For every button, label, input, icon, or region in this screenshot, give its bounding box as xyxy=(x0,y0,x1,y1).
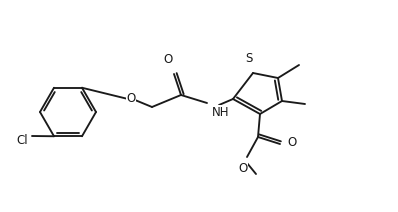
Text: Cl: Cl xyxy=(16,134,28,146)
Text: O: O xyxy=(163,53,173,66)
Text: O: O xyxy=(287,137,296,149)
Text: O: O xyxy=(127,92,136,105)
Text: NH: NH xyxy=(212,106,230,119)
Text: S: S xyxy=(245,52,253,65)
Text: O: O xyxy=(238,162,248,175)
